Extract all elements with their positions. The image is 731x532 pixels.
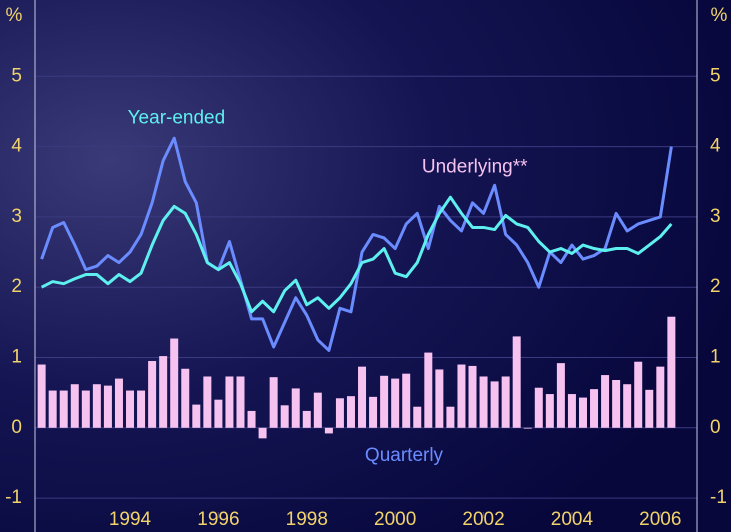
x-tick-label: 1996 xyxy=(197,509,239,530)
annotation: Underlying** xyxy=(422,157,528,178)
bar xyxy=(59,390,68,428)
bar xyxy=(612,379,621,428)
bar xyxy=(446,406,455,428)
annotation: Year-ended xyxy=(128,107,226,128)
y-tick-label: 3 xyxy=(11,206,22,227)
bar xyxy=(645,389,654,428)
bar xyxy=(490,381,499,428)
bar xyxy=(468,365,477,428)
bar xyxy=(667,316,676,428)
bar xyxy=(534,387,543,428)
x-tick-label: 2004 xyxy=(551,509,594,530)
bar xyxy=(435,369,444,428)
bar xyxy=(656,366,665,428)
y2-tick-label: 4 xyxy=(710,136,721,157)
x-tick-label: 2000 xyxy=(374,509,416,530)
x-tick-label: 1994 xyxy=(109,509,152,530)
bar xyxy=(479,376,488,428)
bar xyxy=(501,376,510,428)
bar xyxy=(114,378,123,428)
bar xyxy=(280,405,289,428)
bar xyxy=(391,378,400,428)
y-tick-label: 4 xyxy=(11,136,22,157)
bar xyxy=(291,388,300,428)
bar xyxy=(203,376,212,428)
y2-tick-label: -1 xyxy=(710,487,727,508)
bar xyxy=(225,376,234,428)
y-tick-label: 0 xyxy=(11,417,22,438)
y2-tick-label: 3 xyxy=(710,206,721,227)
bar xyxy=(181,368,190,428)
bar xyxy=(380,375,389,428)
bar xyxy=(512,336,521,428)
bar xyxy=(37,364,46,428)
bar xyxy=(148,361,157,428)
annotation: Quarterly xyxy=(365,445,444,466)
bar xyxy=(70,384,79,428)
bar xyxy=(214,399,223,428)
line xyxy=(40,136,673,352)
x-tick-label: 2006 xyxy=(639,509,681,530)
bar xyxy=(92,384,101,428)
y2-unit: % xyxy=(711,5,728,26)
bar xyxy=(48,390,57,428)
bar xyxy=(623,384,632,428)
bar xyxy=(358,366,367,428)
line xyxy=(40,195,673,314)
y2-tick-label: 2 xyxy=(710,276,721,297)
bar xyxy=(413,406,422,428)
bar xyxy=(258,427,267,439)
bar xyxy=(578,397,587,428)
bar xyxy=(170,338,179,428)
y-unit: % xyxy=(6,5,23,26)
bar xyxy=(457,364,466,428)
y-tick-label: 5 xyxy=(11,65,22,86)
bar xyxy=(81,390,90,428)
bar xyxy=(402,373,411,428)
y-tick-label: -1 xyxy=(5,487,22,508)
bar xyxy=(523,427,532,429)
bar xyxy=(424,352,433,428)
bar xyxy=(126,390,135,428)
bar xyxy=(236,376,245,428)
bar xyxy=(545,394,554,428)
y2-tick-label: 0 xyxy=(710,417,721,438)
bar xyxy=(346,396,355,428)
y-tick-label: 2 xyxy=(11,276,22,297)
bar xyxy=(556,363,565,428)
bar xyxy=(247,410,256,428)
bar xyxy=(634,361,643,428)
bar xyxy=(192,404,201,428)
bar xyxy=(590,389,599,428)
bar xyxy=(137,390,146,428)
bar xyxy=(302,410,311,428)
bar xyxy=(159,356,168,428)
bar xyxy=(601,375,610,428)
x-tick-label: 2002 xyxy=(462,509,504,530)
bar xyxy=(313,392,322,428)
y-tick-label: 1 xyxy=(11,347,22,368)
y2-tick-label: 1 xyxy=(710,347,721,368)
bar xyxy=(369,396,378,428)
bar xyxy=(567,394,576,428)
x-tick-label: 1998 xyxy=(286,509,328,530)
y2-tick-label: 5 xyxy=(710,65,721,86)
bar xyxy=(335,398,344,428)
bar xyxy=(324,427,333,434)
bar xyxy=(103,385,112,428)
bar xyxy=(269,377,278,428)
